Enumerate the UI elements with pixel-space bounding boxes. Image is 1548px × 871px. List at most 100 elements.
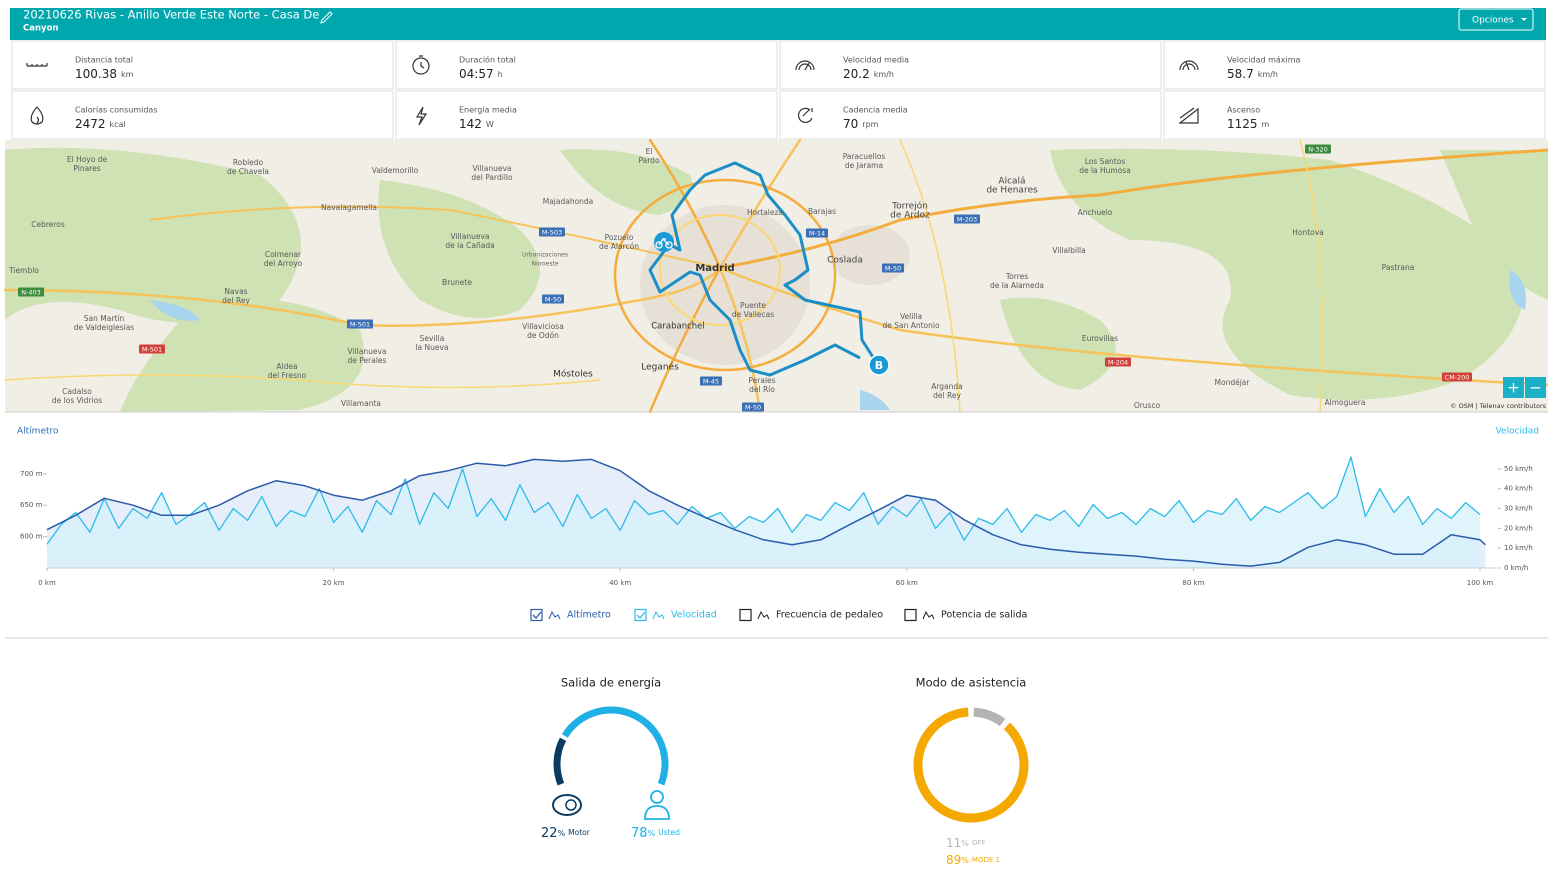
map-place-label: Pinares xyxy=(73,164,100,173)
map-place-label: Alcalá xyxy=(998,177,1025,187)
map-place-label: de Valdeiglesias xyxy=(74,323,134,332)
road-shield xyxy=(139,344,165,354)
map-place-label: Villanueva xyxy=(451,232,490,241)
map-place-label: Orusco xyxy=(1134,401,1161,410)
map-place-label: de los Vidrios xyxy=(52,396,102,405)
stat-icon xyxy=(30,106,44,125)
stat-value-part: W xyxy=(486,120,494,129)
legend-checkbox[interactable] xyxy=(739,608,752,622)
map-place-label: Villaviciosa xyxy=(522,322,564,331)
map-place-label: Torres xyxy=(1005,272,1028,281)
y-tick-label: 650 m xyxy=(20,501,43,509)
stat-value-part: km/h xyxy=(1258,70,1278,79)
map-place-label: la Nueva xyxy=(415,343,448,352)
map-place-label: Navalagamella xyxy=(321,203,377,212)
user-icon-body xyxy=(644,805,670,820)
gauge-value: 78% Usted xyxy=(631,826,680,841)
road-label: M-50 xyxy=(545,296,561,304)
stat-label: Energía media xyxy=(459,106,517,115)
map-place-label: Madrid xyxy=(695,263,734,274)
x-tick-label: 40 km xyxy=(609,579,631,587)
y2-tick-label: 0 km/h xyxy=(1504,564,1528,572)
map-place-label: Arganda xyxy=(931,382,963,391)
x-tick-label: 80 km xyxy=(1182,579,1204,587)
map-place-label: Perales xyxy=(748,376,775,385)
legend-icon xyxy=(652,610,665,620)
stat-label: Ascenso xyxy=(1227,106,1260,115)
road-shield xyxy=(700,376,722,386)
map-place-label: Sevilla xyxy=(420,334,445,343)
donut-value-part: % xyxy=(961,856,969,865)
stat-value: 100.38 km xyxy=(75,67,134,81)
map-place-label: Brunete xyxy=(442,278,472,287)
map-place-label: Majadahonda xyxy=(543,197,594,206)
donut-value-part: 89 xyxy=(946,853,961,867)
road-shield xyxy=(542,294,564,304)
zoom-in-label[interactable]: + xyxy=(1507,379,1520,397)
map-place-label: Colmenar xyxy=(265,250,302,259)
map-place-label: Villanueva xyxy=(473,164,512,173)
legend-label[interactable]: Frecuencia de pedaleo xyxy=(776,610,883,621)
stat-value-part: m xyxy=(1262,120,1270,129)
gauge-value: 22% Motor xyxy=(541,826,591,841)
stat-icon xyxy=(412,55,430,75)
series-line xyxy=(46,456,1481,545)
zoom-out[interactable] xyxy=(1525,377,1546,398)
stat-tile xyxy=(1163,40,1546,90)
stat-tile xyxy=(11,40,394,90)
gauge-value-part: Usted xyxy=(658,828,680,837)
legend-checkbox[interactable] xyxy=(530,608,543,622)
legend-checkbox[interactable] xyxy=(904,608,917,622)
donut-segment xyxy=(913,707,1029,823)
user-icon-head xyxy=(650,790,664,804)
donut-value-part: MODE 1 xyxy=(972,856,1000,864)
donut-value: 11% OFF xyxy=(946,836,985,850)
stat-value: 2472 kcal xyxy=(75,117,126,131)
map-place-label: de Chavela xyxy=(227,167,269,176)
stat-value-part: 1125 xyxy=(1227,117,1258,131)
map-place-label: Villamanta xyxy=(341,399,381,408)
options-button[interactable] xyxy=(1458,8,1534,31)
y2-tick-label: 40 km/h xyxy=(1504,485,1533,493)
donut-segment xyxy=(973,707,1006,727)
stat-value-part: kcal xyxy=(110,120,126,129)
road-shield xyxy=(1105,357,1131,367)
motor-icon xyxy=(552,794,582,816)
x-tick-label: 100 km xyxy=(1467,579,1494,587)
map-place-label: Villanueva xyxy=(348,347,387,356)
road-shield xyxy=(742,402,764,412)
stat-icon xyxy=(1179,60,1199,71)
donut-value-part: % xyxy=(961,839,969,848)
legend-checkbox[interactable] xyxy=(634,608,647,622)
y-axis-title: Altímetro xyxy=(17,427,59,437)
stat-value: 04:57 h xyxy=(459,67,503,81)
zoom-in[interactable] xyxy=(1503,377,1524,398)
legend-label[interactable]: Altímetro xyxy=(567,610,611,621)
map-place-label: Anchuelo xyxy=(1078,208,1113,217)
stat-value: 70 rpm xyxy=(843,117,879,131)
road-shield xyxy=(1305,144,1331,154)
map-place-label: El Hoyo de xyxy=(67,155,108,164)
map-place-label: Hontova xyxy=(1292,228,1324,237)
zoom-out-label[interactable]: − xyxy=(1529,379,1542,397)
edit-icon[interactable] xyxy=(320,11,333,24)
end-marker[interactable] xyxy=(868,354,890,376)
map-attribution: © OSM | Telenav contributors xyxy=(1450,402,1547,410)
legend-label[interactable]: Potencia de salida xyxy=(941,610,1027,621)
map-place-label: del Arroyo xyxy=(264,259,303,268)
map-place-label: del Rey xyxy=(933,391,961,400)
map-place-label: de Perales xyxy=(348,356,387,365)
y2-tick-label: 50 km/h xyxy=(1504,465,1533,473)
road-label: N-320 xyxy=(1308,146,1328,154)
road-label: M-50 xyxy=(745,404,761,412)
stat-tile xyxy=(1163,90,1546,140)
start-marker[interactable] xyxy=(654,232,674,252)
stat-value: 58.7 km/h xyxy=(1227,67,1278,81)
legend-label[interactable]: Velocidad xyxy=(671,610,717,621)
map-water xyxy=(150,270,1526,410)
map-place-label: de Odón xyxy=(527,331,559,340)
gauge-value-part: 22 xyxy=(541,826,558,841)
options-label[interactable]: Opciones xyxy=(1472,16,1514,26)
stat-label: Distancia total xyxy=(75,56,133,65)
